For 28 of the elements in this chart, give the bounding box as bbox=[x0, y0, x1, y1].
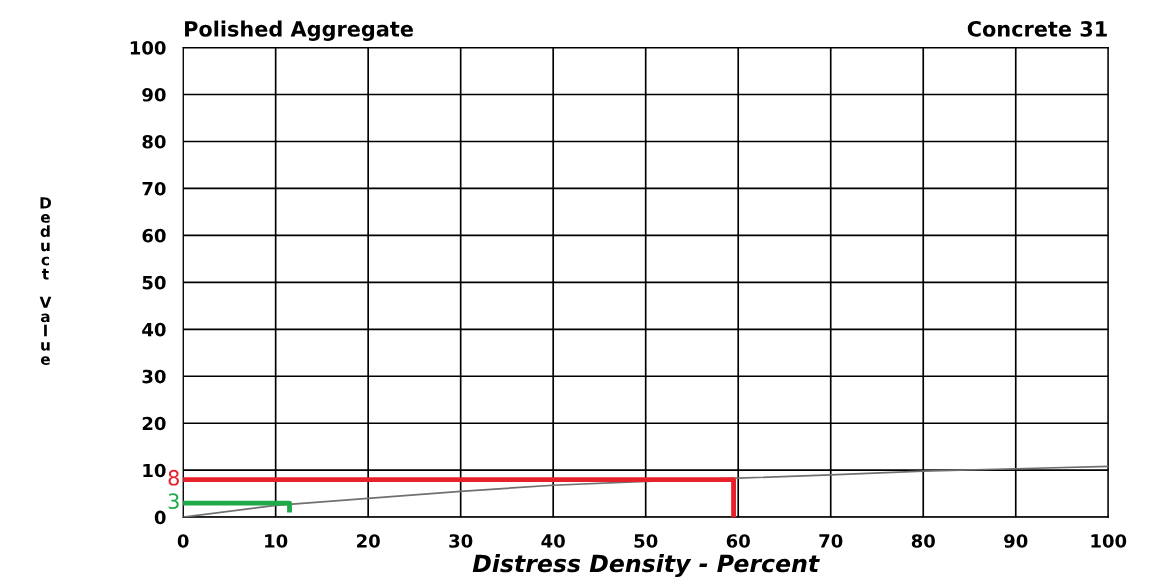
annotation: 3 bbox=[168, 493, 179, 510]
y-tick-label: 50 bbox=[142, 275, 166, 290]
x-tick-label: 0 bbox=[177, 534, 189, 548]
x-tick-label: 40 bbox=[541, 534, 565, 548]
y-tick-label: 40 bbox=[142, 322, 166, 337]
y-tick-label: 60 bbox=[142, 228, 166, 243]
y-tick-label: 10 bbox=[143, 463, 166, 478]
x-tick-label: 70 bbox=[819, 534, 843, 548]
x-tick-label: 60 bbox=[726, 534, 750, 548]
y-tick-label: 80 bbox=[142, 134, 166, 149]
x-tick-label: 30 bbox=[449, 534, 473, 548]
annotation: 8 bbox=[168, 469, 179, 486]
x-tick-label: 100 bbox=[1091, 534, 1127, 548]
y-tick-label: 70 bbox=[142, 181, 166, 196]
chart-title: Polished Aggregate bbox=[185, 20, 413, 41]
x-tick-label: 50 bbox=[634, 534, 658, 548]
x-tick-label: 80 bbox=[911, 534, 935, 548]
text: Deduct Value bbox=[39, 197, 52, 365]
x-tick-label: 10 bbox=[265, 534, 288, 548]
x-axis-title: Distress Density - Percent bbox=[472, 554, 820, 578]
y-tick-label: 100 bbox=[130, 41, 166, 55]
x-tick-label: 20 bbox=[357, 534, 380, 548]
chart-subtitle: Concrete 31 bbox=[967, 20, 1107, 37]
y-tick-label: 20 bbox=[142, 416, 166, 431]
x-tick-label: 90 bbox=[1004, 534, 1028, 548]
y-tick-label: 30 bbox=[142, 369, 166, 384]
y-tick-label: 0 bbox=[154, 510, 166, 525]
y-tick-label: 90 bbox=[142, 87, 166, 102]
